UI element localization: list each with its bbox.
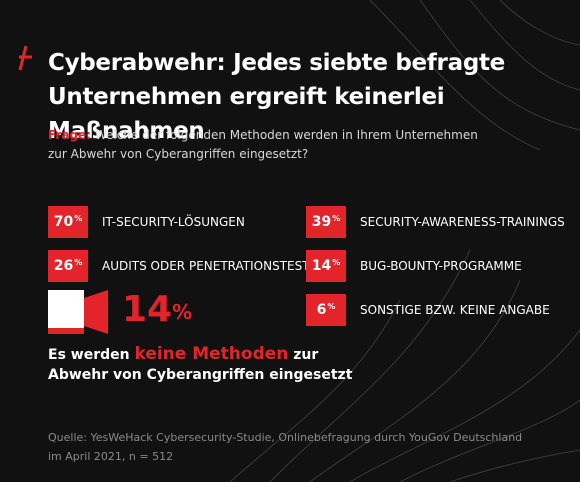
brand-logo-icon xyxy=(18,45,32,71)
question-text-line-1: Welche der folgenden Methoden werden in … xyxy=(94,128,478,142)
stat-awareness-trainings: 39% SECURITY-AWARENESS-TRAININGS xyxy=(306,206,565,238)
big-percent-sign: % xyxy=(172,300,193,324)
question-label: Frage: xyxy=(48,128,91,142)
white-box xyxy=(48,290,84,334)
percent-sign: % xyxy=(74,213,83,223)
percent-sign: % xyxy=(74,257,83,267)
title-line-1: Cyberabwehr: Jedes siebte befragte xyxy=(48,50,505,76)
megaphone-icon xyxy=(84,290,108,334)
stat-it-security: 70% IT-SECURITY-LÖSUNGEN xyxy=(48,206,245,238)
stat-badge: 14% xyxy=(306,250,346,282)
no-measures-value: 14% xyxy=(122,290,192,330)
no-measures-text: Es werden keine Methoden zur Abwehr von … xyxy=(48,344,388,385)
stat-badge: 70% xyxy=(48,206,88,238)
big-value: 14 xyxy=(122,289,173,330)
none-text-after: zur xyxy=(288,347,319,363)
stat-other: 6% SONSTIGE BZW. KEINE ANGABE xyxy=(306,294,550,326)
none-text-before: Es werden xyxy=(48,347,135,363)
question-block: Frage: Welche der folgenden Methoden wer… xyxy=(48,126,518,164)
source-line-2: im April 2021, n = 512 xyxy=(48,450,174,463)
stat-label: SECURITY-AWARENESS-TRAININGS xyxy=(360,215,565,229)
stat-badge: 26% xyxy=(48,250,88,282)
percent-sign: % xyxy=(332,213,341,223)
stat-label: AUDITS ODER PENETRATIONSTESTS xyxy=(102,259,318,273)
stat-value: 6 xyxy=(316,302,327,318)
none-text-emphasis: keine Methoden xyxy=(134,344,289,364)
stat-label: BUG-BOUNTY-PROGRAMME xyxy=(360,259,522,273)
stat-label: SONSTIGE BZW. KEINE ANGABE xyxy=(360,303,550,317)
stat-badge: 6% xyxy=(306,294,346,326)
stat-audits: 26% AUDITS ODER PENETRATIONSTESTS xyxy=(48,250,317,282)
stat-value: 14 xyxy=(311,258,332,274)
percent-sign: % xyxy=(327,301,336,311)
stat-label: IT-SECURITY-LÖSUNGEN xyxy=(102,215,245,229)
red-fill-bar xyxy=(48,328,84,334)
stat-badge: 39% xyxy=(306,206,346,238)
source-line-1: Quelle: YesWeHack Cybersecurity-Studie, … xyxy=(48,431,523,444)
stat-value: 39 xyxy=(311,214,332,230)
source-note: Quelle: YesWeHack Cybersecurity-Studie, … xyxy=(48,428,528,466)
no-measures-illustration xyxy=(48,290,108,334)
page-title: Cyberabwehr: Jedes siebte befragte Unter… xyxy=(48,46,568,148)
none-text-line-2: Abwehr von Cyberangriffen eingesetzt xyxy=(48,367,353,383)
percent-sign: % xyxy=(332,257,341,267)
question-text-line-2: zur Abwehr von Cyberangriffen eingesetzt… xyxy=(48,147,309,161)
stat-value: 70 xyxy=(53,214,74,230)
title-line-2: Unternehmen ergreift keinerlei Maßnahmen xyxy=(48,84,445,144)
stat-bug-bounty: 14% BUG-BOUNTY-PROGRAMME xyxy=(306,250,522,282)
stat-value: 26 xyxy=(53,258,74,274)
